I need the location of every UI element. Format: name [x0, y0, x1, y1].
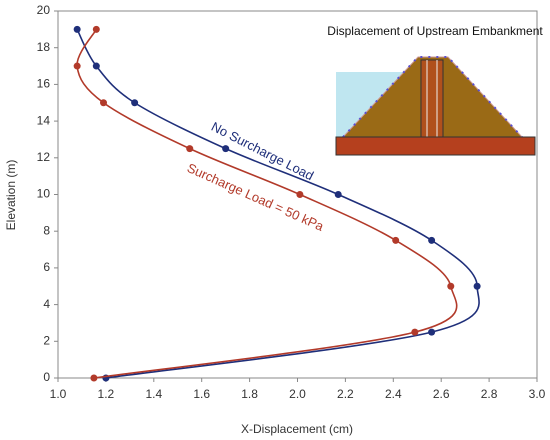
inset-title: Displacement of Upstream Embankment: [327, 24, 543, 38]
point: [447, 282, 455, 290]
y-tick-label: 8: [43, 223, 50, 237]
point: [473, 282, 481, 290]
point: [296, 191, 304, 198]
core: [420, 59, 444, 138]
point: [92, 25, 100, 33]
point: [428, 236, 436, 244]
x-tick-label: 1.2: [98, 387, 115, 401]
point: [73, 62, 81, 70]
x-tick-label: 1.4: [145, 387, 162, 401]
y-tick-label: 12: [37, 150, 51, 164]
x-tick-label: 1.0: [50, 387, 67, 401]
x-tick-label: 2.8: [481, 387, 498, 401]
x-tick-label: 1.6: [193, 387, 210, 401]
point: [90, 374, 98, 382]
x-tick-label: 3.0: [529, 387, 546, 401]
series-line: [76, 28, 480, 379]
point: [392, 236, 400, 244]
point: [92, 62, 100, 70]
y-axis-label: Elevation (m): [4, 160, 18, 231]
point: [100, 99, 108, 107]
point: [334, 191, 342, 198]
y-tick-label: 6: [43, 260, 50, 274]
x-tick-label: 1.8: [241, 387, 258, 401]
point: [73, 25, 81, 33]
x-tick-label: 2.4: [385, 387, 402, 401]
point: [222, 145, 230, 153]
y-tick-label: 10: [37, 187, 51, 201]
point: [411, 328, 419, 336]
x-tick-label: 2.2: [337, 387, 354, 401]
x-tick-label: 2.0: [289, 387, 306, 401]
y-tick-label: 4: [43, 297, 50, 311]
point: [186, 145, 194, 153]
y-tick-label: 18: [37, 40, 51, 54]
foundation: [335, 136, 536, 156]
point: [428, 328, 436, 336]
x-axis-label: X-Displacement (cm): [241, 422, 353, 436]
series-line: [76, 28, 458, 379]
inset: Displacement of Upstream Embankment: [327, 24, 543, 156]
y-tick-label: 14: [37, 113, 51, 127]
y-tick-label: 20: [37, 3, 51, 17]
y-tick-label: 16: [37, 77, 51, 91]
x-tick-label: 2.6: [433, 387, 450, 401]
point: [131, 99, 139, 107]
y-tick-label: 2: [43, 333, 50, 347]
y-tick-label: 0: [43, 370, 50, 384]
